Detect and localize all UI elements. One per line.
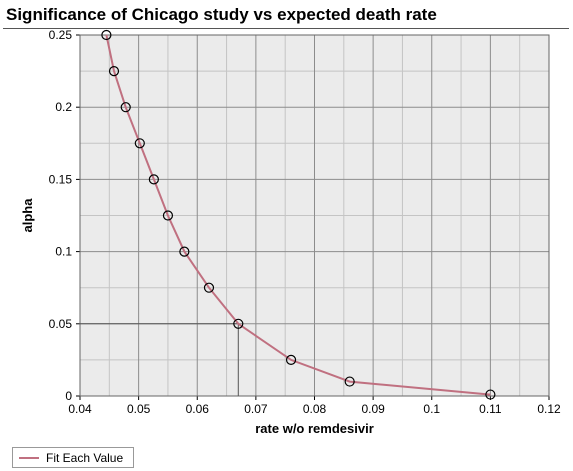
data-point — [148, 174, 159, 185]
data-point — [344, 376, 355, 387]
y-tick-label: 0.05 — [49, 317, 73, 331]
x-tick-label: 0.06 — [186, 402, 210, 416]
legend-label: Fit Each Value — [46, 451, 124, 465]
data-point — [485, 389, 496, 400]
chart-title: Significance of Chicago study vs expecte… — [6, 5, 437, 24]
legend-swatch — [19, 457, 39, 459]
y-tick-label: 0.15 — [49, 172, 73, 186]
x-tick-label: 0.07 — [244, 402, 268, 416]
x-tick-label: 0.09 — [361, 402, 385, 416]
x-tick-label: 0.12 — [537, 402, 561, 416]
plot-layer: 0.04 0.05 0.06 0.07 0.08 0.09 0.1 0.11 0.12 0 0.05… — [20, 28, 561, 436]
data-point — [162, 210, 174, 221]
x-axis-title: rate w/o remdesivir — [255, 421, 374, 436]
y-tick-label: 0.2 — [55, 100, 72, 114]
x-tick-label: 0.05 — [127, 402, 151, 416]
y-tick-label: 0 — [65, 389, 72, 403]
x-tick-label: 0.1 — [423, 402, 440, 416]
data-point — [134, 138, 145, 149]
data-point — [101, 29, 112, 41]
title-divider — [3, 28, 569, 29]
series-line — [105, 34, 491, 396]
y-tick-label: 0.25 — [49, 28, 73, 42]
data-point — [120, 102, 131, 113]
data-point — [108, 65, 120, 77]
x-tick-label: 0.08 — [303, 402, 327, 416]
plot-border — [79, 34, 550, 397]
x-tick-label: 0.11 — [479, 402, 502, 416]
data-point — [285, 354, 297, 365]
x-tick-label: 0.04 — [68, 402, 92, 416]
data-point — [203, 282, 215, 293]
y-axis-title: alpha — [20, 198, 35, 233]
legend: Fit Each Value — [12, 447, 134, 468]
data-point — [179, 246, 190, 257]
data-point — [233, 318, 244, 329]
y-tick-label: 0.1 — [55, 245, 72, 259]
